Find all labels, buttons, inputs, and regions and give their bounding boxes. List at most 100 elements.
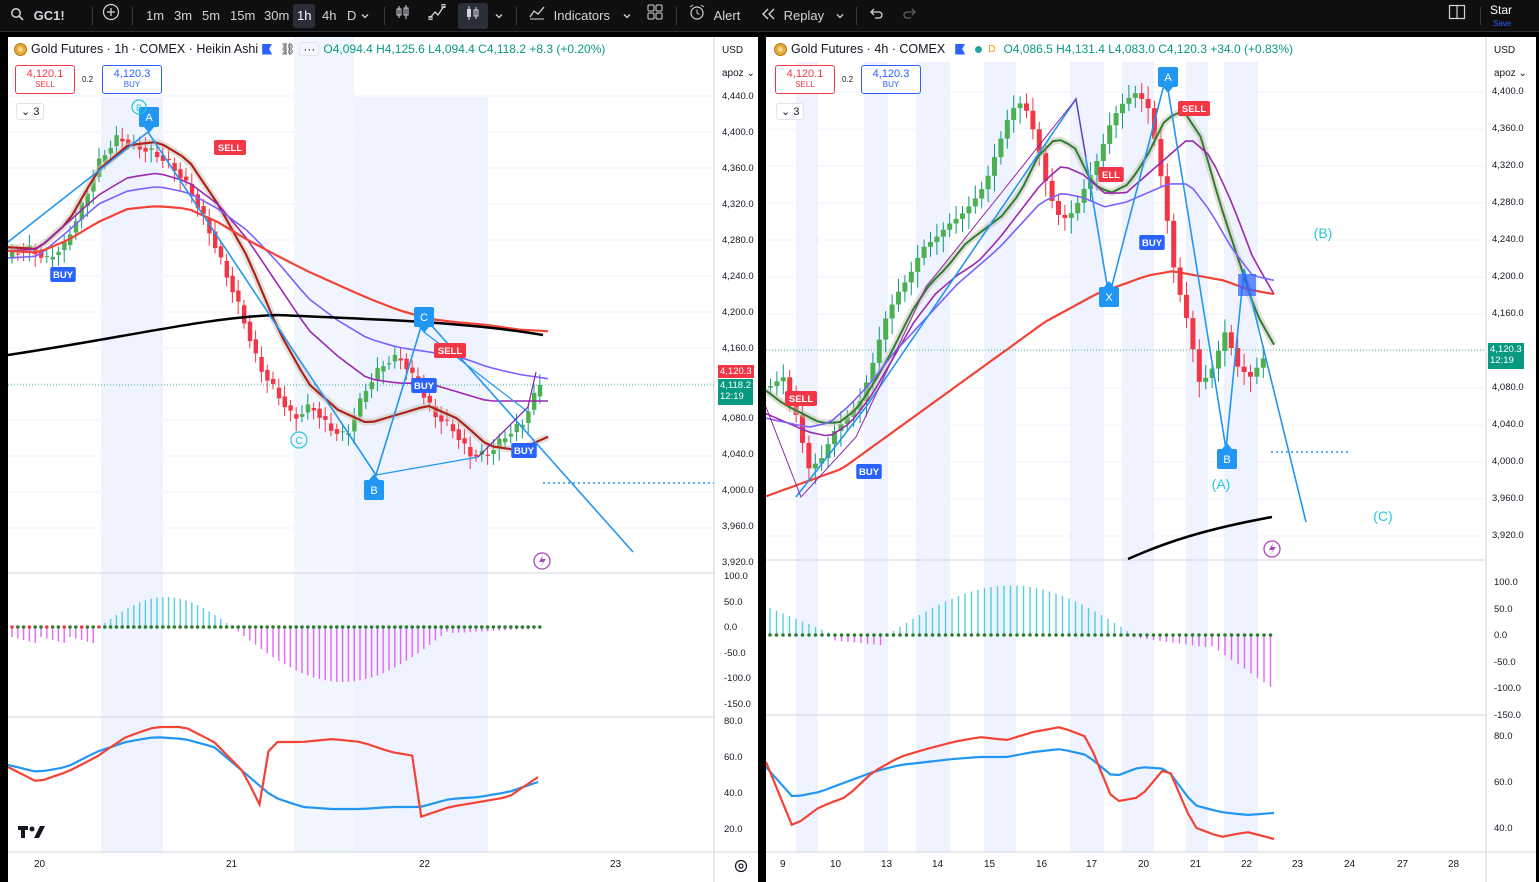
candle-body <box>340 431 345 433</box>
more-icon[interactable]: ··· <box>299 42 320 56</box>
timeframe-5m[interactable]: 5m <box>202 8 221 23</box>
undo-button[interactable] <box>868 0 884 32</box>
symbol-search[interactable]: GC1! <box>10 0 65 32</box>
left-indicator-toggle[interactable]: ⌄ 3 <box>16 103 45 120</box>
redo-button[interactable] <box>902 0 918 32</box>
chevron-down-icon: ⌄ <box>781 106 791 118</box>
osc-dot <box>474 625 478 629</box>
candle-body <box>294 414 299 419</box>
right-sell-button[interactable]: 4,120.1 SELL <box>775 65 835 94</box>
osc-dot <box>248 625 252 629</box>
delayed-badge-icon[interactable]: D <box>988 43 996 55</box>
osc-dot <box>800 633 805 637</box>
right-buy-button[interactable]: 4,120.3 BUY <box>861 65 921 94</box>
osc-dot <box>178 625 182 629</box>
replay-label: Replay <box>783 8 825 23</box>
left-currency[interactable]: USD <box>722 45 744 56</box>
flag-icon[interactable] <box>262 43 273 55</box>
osc-dot <box>213 625 217 629</box>
candle-body <box>369 382 374 390</box>
signal-buy: BUY <box>514 446 535 457</box>
right-indicator-toggle[interactable]: ⌄ 3 <box>776 103 805 120</box>
sma-black <box>1127 515 1273 561</box>
chart-type-dropdown[interactable] <box>494 0 504 32</box>
indicators-dropdown[interactable] <box>622 0 632 32</box>
wave-label-A: A <box>1164 72 1172 84</box>
left-scale-mode[interactable]: apoz ⌄ <box>722 68 755 79</box>
layout-split-icon <box>1448 1 1466 33</box>
signal-ell-bg <box>1098 167 1124 182</box>
osc-dot <box>1060 633 1065 637</box>
timeframe-4h[interactable]: 4h <box>322 8 337 23</box>
price-tick: 4,280.0 <box>722 235 754 246</box>
templates-button[interactable] <box>646 0 664 32</box>
left-sell-button[interactable]: 4,120.1 SELL <box>15 65 75 94</box>
price-tick: 4,200.0 <box>722 307 754 318</box>
osc-dot <box>904 633 909 637</box>
candle-body <box>503 438 508 443</box>
osc-dot <box>137 625 142 629</box>
osc-dot <box>1158 633 1162 637</box>
indicators-button[interactable]: Indicators <box>528 0 610 32</box>
right-chart-canvas[interactable]: A X B (A) (B) (C) SELL ELL SELL BUY BUY <box>766 37 1536 882</box>
candles-icon <box>464 2 482 34</box>
timeframe-30m[interactable]: 30m <box>264 8 290 23</box>
osc-dot <box>50 625 55 629</box>
osc-dot <box>1067 633 1071 637</box>
timeframe-1h[interactable]: 1h <box>293 4 316 28</box>
candle-body <box>363 390 369 402</box>
time-tick: 21 <box>226 859 238 870</box>
chevron-down-icon: ⌄ <box>746 68 755 79</box>
time-tick: 9 <box>780 859 786 870</box>
timeframe-D[interactable]: D <box>347 8 357 23</box>
timeframe-15m[interactable]: 15m <box>230 8 256 23</box>
star-save-button[interactable]: Star Save <box>1490 4 1512 30</box>
timeframe-3m[interactable]: 3m <box>174 8 193 23</box>
time-tick: 16 <box>1036 859 1048 870</box>
compare-symbol-button[interactable] <box>102 0 120 32</box>
replay-button[interactable]: Replay <box>760 0 824 32</box>
candles-style-button[interactable] <box>458 3 488 29</box>
osc-dot <box>404 625 409 629</box>
candle-body <box>201 206 206 215</box>
price-tick: 4,080.0 <box>1492 382 1524 393</box>
layout-button[interactable] <box>1448 0 1466 32</box>
flag-icon[interactable] <box>955 43 966 55</box>
bars-style-button[interactable] <box>394 0 412 32</box>
osc-dot <box>976 633 980 637</box>
chevron-down-icon <box>835 1 845 33</box>
osc-dot <box>56 625 61 629</box>
osc-tick: -150.0 <box>1494 709 1521 721</box>
chevron-down-icon: ⌄ <box>21 106 31 118</box>
candle-body <box>998 138 1004 158</box>
signal-sell: SELL <box>789 394 813 405</box>
alert-button[interactable]: Alert <box>688 0 740 32</box>
link-icon[interactable]: ⛓ <box>280 42 296 56</box>
candle-body <box>1145 98 1151 109</box>
right-chart[interactable]: A X B (A) (B) (C) SELL ELL SELL BUY BUY Gold Futur… <box>766 37 1536 882</box>
sell-label: SELL <box>795 80 815 89</box>
chevron-down-icon <box>494 1 504 33</box>
settings-gear-icon[interactable] <box>734 859 748 878</box>
right-scale-mode[interactable]: apoz ⌄ <box>1494 68 1527 79</box>
replay-dropdown[interactable] <box>835 0 845 32</box>
candle-body <box>485 454 490 456</box>
left-title[interactable]: Gold Futures · 1h · COMEX · Heikin Ashi <box>31 42 259 56</box>
timeframe-1m[interactable]: 1m <box>146 8 165 23</box>
osc-dot <box>969 633 974 637</box>
buy-label: BUY <box>882 80 900 89</box>
timeframe-dropdown[interactable] <box>360 0 370 32</box>
osc-dot <box>1080 633 1084 637</box>
time-tick: 22 <box>1241 859 1253 870</box>
left-buy-button[interactable]: 4,120.3 BUY <box>102 65 162 94</box>
time-tick: 10 <box>830 859 842 870</box>
right-currency[interactable]: USD <box>1494 45 1516 56</box>
right-title[interactable]: Gold Futures · 4h · COMEX <box>791 42 946 56</box>
candle-body <box>410 367 415 373</box>
candle-body <box>120 138 125 142</box>
line-style-button[interactable] <box>428 0 446 32</box>
candle-body <box>56 251 61 256</box>
candle-body <box>1216 350 1221 369</box>
left-chart[interactable]: A B C C B SELL BUY BUY SELL BUY Gold Futures · 1h… <box>8 37 758 882</box>
